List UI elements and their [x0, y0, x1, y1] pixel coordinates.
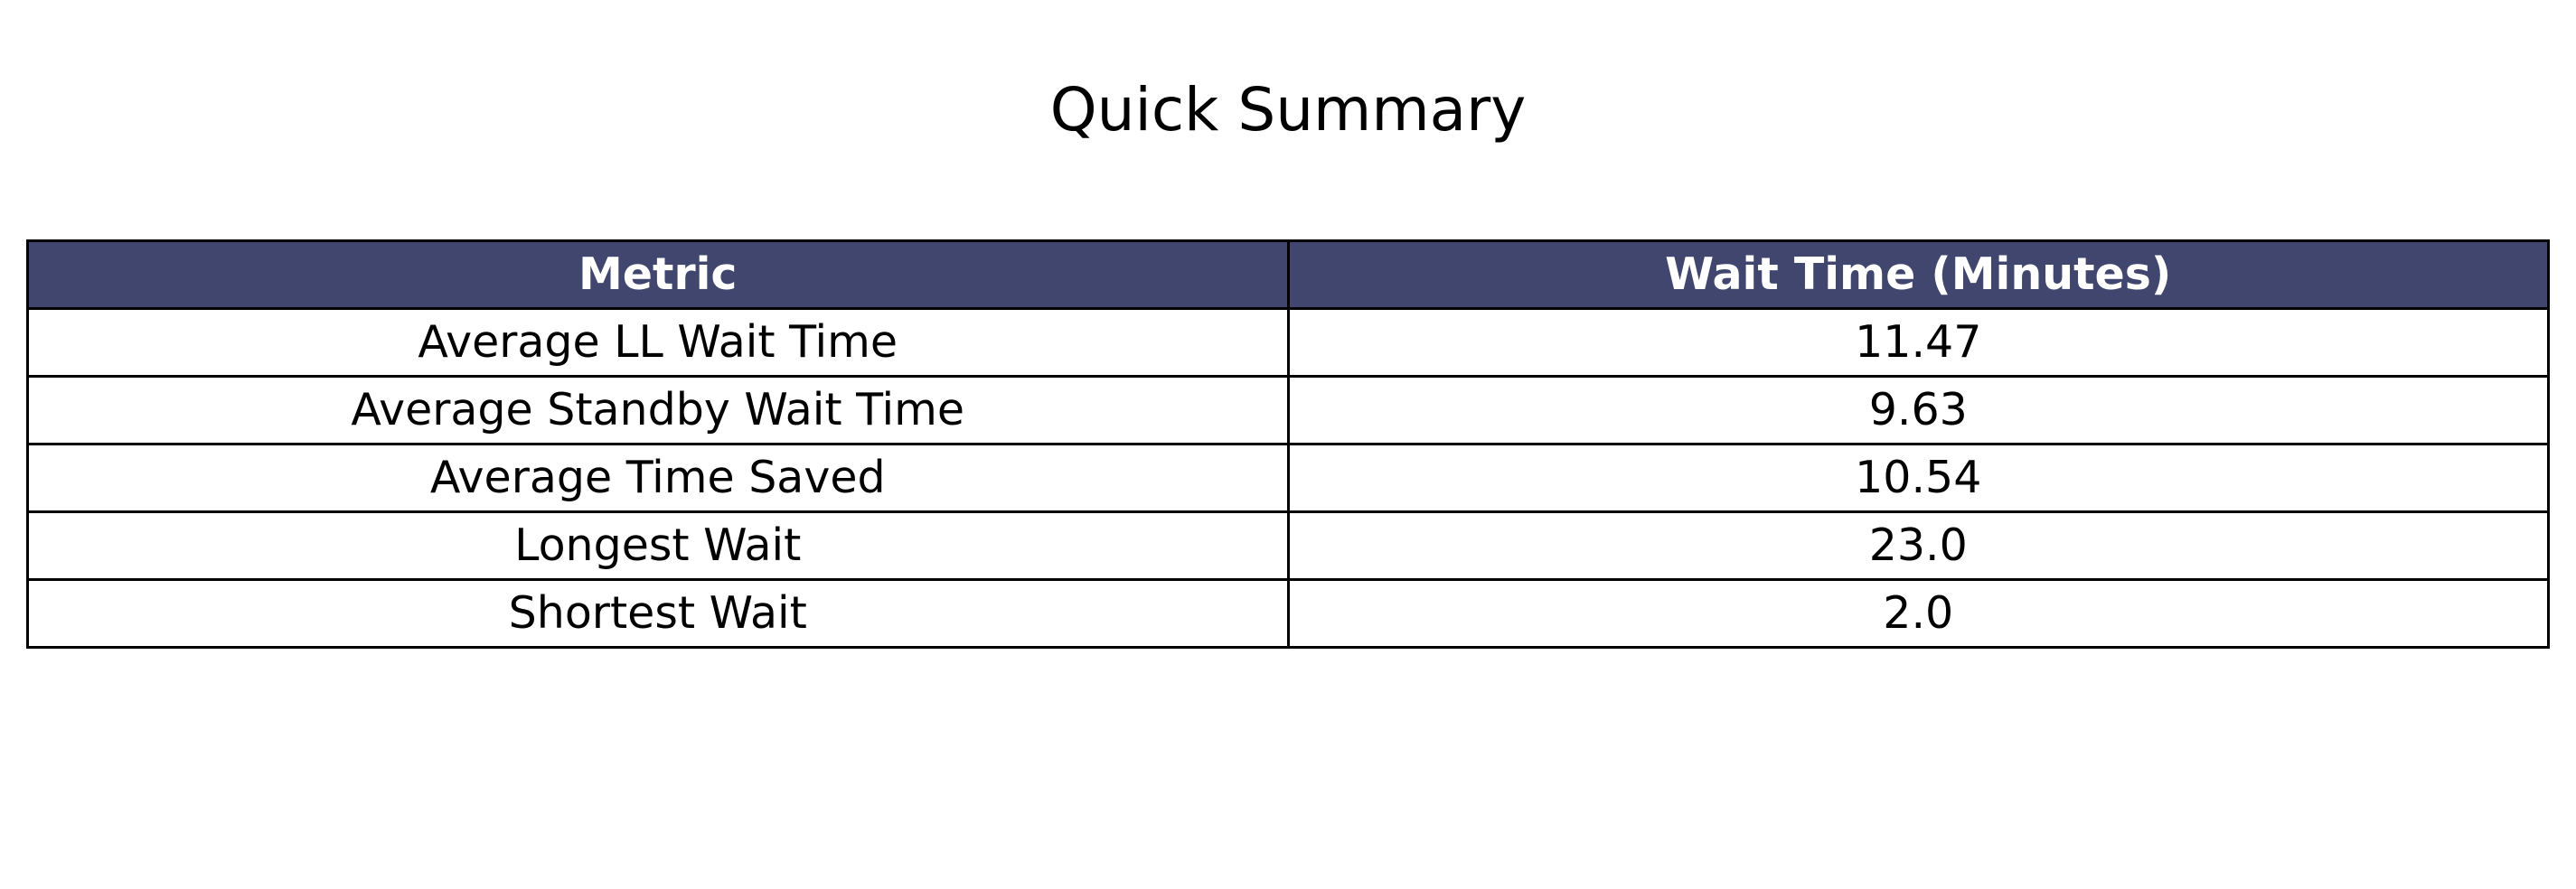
value-cell: 10.54 [1286, 443, 2550, 513]
table-row: Longest Wait 23.0 [26, 510, 2550, 581]
value-cell: 2.0 [1286, 578, 2550, 649]
table-row: Average Standby Wait Time 9.63 [26, 375, 2550, 445]
value-cell: 11.47 [1286, 307, 2550, 378]
column-header-wait-time: Wait Time (Minutes) [1286, 239, 2550, 310]
summary-table: Metric Wait Time (Minutes) Average LL Wa… [26, 239, 2550, 649]
metric-cell: Average Standby Wait Time [26, 375, 1290, 445]
value-cell: 9.63 [1286, 375, 2550, 445]
metric-cell: Average Time Saved [26, 443, 1290, 513]
value-cell: 23.0 [1286, 510, 2550, 581]
table-header-row: Metric Wait Time (Minutes) [26, 239, 2550, 310]
metric-cell: Longest Wait [26, 510, 1290, 581]
table-row: Average Time Saved 10.54 [26, 443, 2550, 513]
column-header-metric: Metric [26, 239, 1290, 310]
table-title: Quick Summary [1049, 75, 1527, 145]
table-row: Shortest Wait 2.0 [26, 578, 2550, 649]
metric-cell: Average LL Wait Time [26, 307, 1290, 378]
table-row: Average LL Wait Time 11.47 [26, 307, 2550, 378]
metric-cell: Shortest Wait [26, 578, 1290, 649]
